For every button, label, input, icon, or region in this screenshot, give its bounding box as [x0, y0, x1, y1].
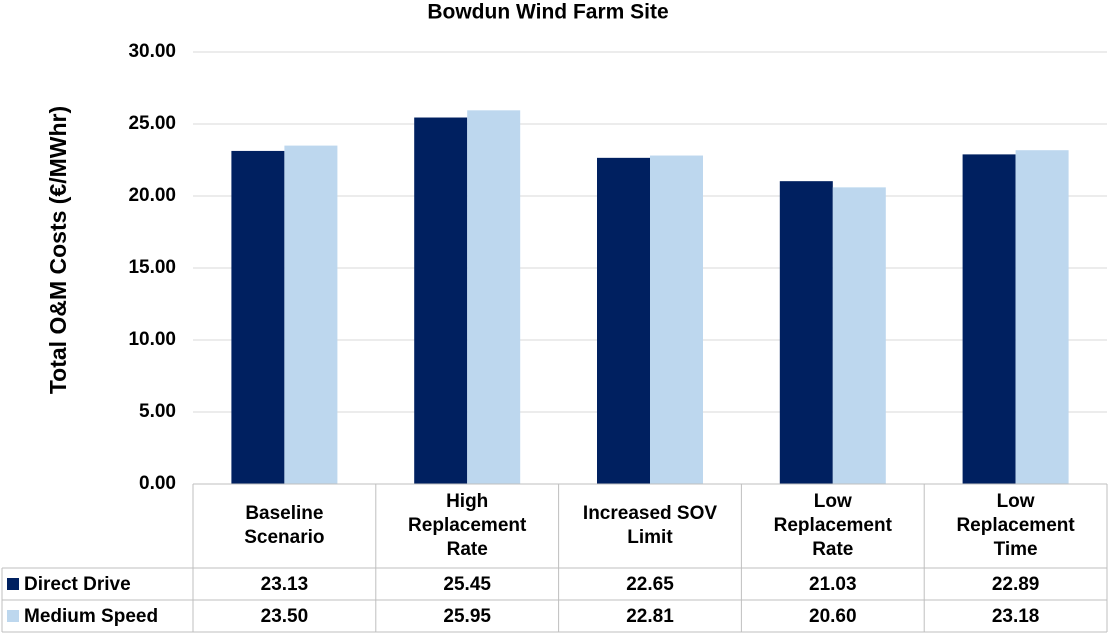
table-value: 20.60: [809, 606, 857, 627]
y-tick-label: 20.00: [128, 185, 176, 206]
table-value: 23.13: [261, 574, 309, 595]
y-tick-label: 30.00: [128, 41, 176, 62]
table-value: 25.45: [443, 574, 491, 595]
bar: [1015, 150, 1069, 484]
table-value: 23.50: [261, 606, 309, 627]
category-text: High Replacement Rate: [408, 491, 527, 560]
category-text: Increased SOV Limit: [582, 503, 718, 548]
y-tick-label: 5.00: [139, 401, 176, 422]
legend-label: Direct Drive: [24, 574, 131, 595]
category-label: Baseline Scenario: [193, 484, 376, 568]
category-label: Low Replacement Time: [924, 484, 1107, 568]
chart-title: Bowdun Wind Farm Site: [427, 1, 668, 24]
bar: [597, 157, 650, 484]
bar: [650, 155, 703, 484]
table-value: 25.95: [443, 606, 491, 627]
bar: [832, 187, 886, 485]
y-axis-label: Total O&M Costs (€/MWhr): [45, 106, 71, 394]
category-text: Baseline Scenario: [244, 503, 325, 548]
legend-key: [7, 578, 19, 590]
y-tick-label: 0.00: [139, 473, 176, 494]
table-value: 21.03: [809, 574, 857, 595]
table-value: 22.81: [626, 606, 674, 627]
bar: [284, 145, 338, 484]
table-value: 22.89: [992, 574, 1040, 595]
bar: [231, 150, 285, 485]
y-tick-label: 10.00: [128, 329, 176, 350]
bar: [467, 110, 521, 484]
y-tick-label: 15.00: [128, 257, 176, 278]
category-label: Low Replacement Rate: [741, 484, 924, 568]
y-tick-label: 25.00: [128, 113, 176, 134]
bar: [414, 117, 468, 485]
table-value: 22.65: [626, 574, 674, 595]
category-text: Low Replacement Rate: [773, 491, 892, 560]
category-text: Low Replacement Time: [956, 491, 1075, 560]
category-label: High Replacement Rate: [376, 484, 559, 568]
legend-key: [7, 610, 19, 622]
legend-label: Medium Speed: [24, 606, 158, 627]
bar: [779, 181, 833, 484]
table-value: 23.18: [992, 606, 1040, 627]
category-label: Increased SOV Limit: [559, 484, 742, 568]
bar: [962, 154, 1016, 484]
